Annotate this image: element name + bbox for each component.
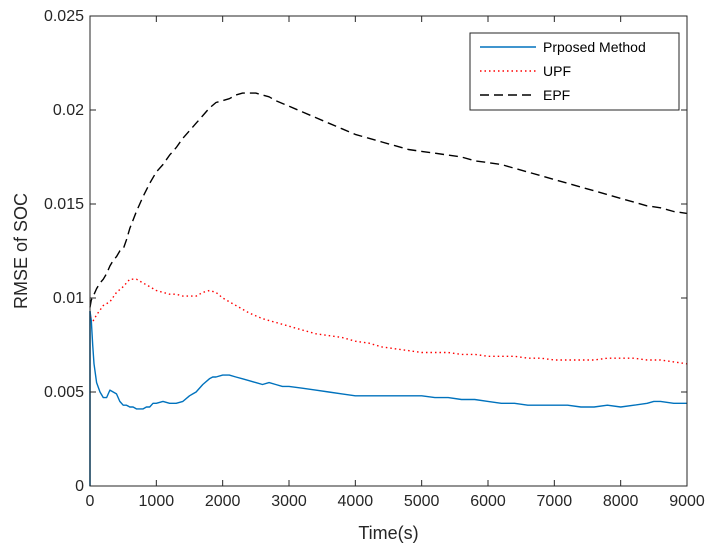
legend-label-2: EPF xyxy=(543,87,570,103)
x-tick-label: 0 xyxy=(86,493,95,510)
y-axis-ticks: 0 0.005 0.01 0.015 0.02 0.025 xyxy=(44,8,687,495)
y-tick-label: 0.005 xyxy=(44,384,84,401)
y-tick-label: 0.02 xyxy=(53,102,84,119)
x-tick-label: 7000 xyxy=(537,493,573,510)
y-axis-title: RMSE of SOC xyxy=(11,193,31,309)
y-tick-label: 0.015 xyxy=(44,196,84,213)
x-tick-label: 6000 xyxy=(470,493,506,510)
y-tick-label: 0.025 xyxy=(44,8,84,25)
series-line-1 xyxy=(89,278,688,365)
legend-label-0: Prposed Method xyxy=(543,39,646,55)
legend-box xyxy=(469,32,680,111)
series-line-0 xyxy=(89,311,687,410)
x-tick-label: 8000 xyxy=(603,493,639,510)
legend: Prposed Method UPF EPF xyxy=(469,32,680,111)
y-tick-label: 0 xyxy=(75,478,84,495)
x-tick-label: 3000 xyxy=(271,493,307,510)
x-tick-label: 1000 xyxy=(139,493,175,510)
legend-label-1: UPF xyxy=(543,63,571,79)
plot-frame xyxy=(89,15,688,487)
y-tick-label: 0.01 xyxy=(53,290,84,307)
x-tick-label: 2000 xyxy=(205,493,241,510)
x-axis-ticks: 0 1000 2000 3000 4000 5000 6000 7000 8000 9000 xyxy=(86,16,705,510)
x-axis-title: Time(s) xyxy=(358,523,418,543)
x-tick-label: 9000 xyxy=(669,493,705,510)
x-tick-label: 5000 xyxy=(404,493,440,510)
x-tick-label: 4000 xyxy=(338,493,374,510)
